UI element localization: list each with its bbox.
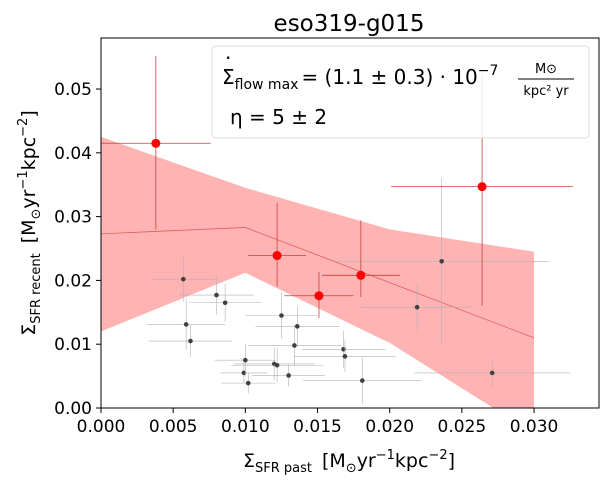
x-tick-label-3: 0.015	[293, 417, 342, 437]
regions-point-15	[342, 354, 348, 359]
y-tick-label-2: 0.02	[54, 271, 92, 291]
regions-point-12	[292, 343, 297, 348]
bins-point-3	[356, 270, 366, 280]
regions-series	[147, 177, 571, 404]
legend-flow-equation: Σflow max = (1.1 ± 0.3) · 10−7	[222, 63, 498, 93]
x-tick-label-5: 0.025	[438, 417, 487, 437]
regions-point-10	[279, 313, 284, 318]
model-line	[101, 227, 535, 339]
regions-point-11	[286, 373, 291, 378]
regions-point-3	[214, 292, 219, 298]
x-axis-title: ΣSFR past [M⊙yr−1kpc−2]	[243, 448, 455, 476]
legend-unit-numerator: M⊙	[535, 62, 557, 77]
y-tick-label-4: 0.04	[54, 144, 92, 164]
bins-point-2	[314, 291, 324, 301]
bins-point-0	[151, 138, 161, 148]
regions-point-19	[489, 370, 495, 376]
regions-point-18	[439, 258, 444, 264]
regions-point-13	[295, 324, 300, 329]
uncertainty-band	[101, 136, 535, 408]
y-tick-label-1: 0.01	[54, 335, 92, 355]
y-tick-label-5: 0.05	[54, 80, 92, 100]
regions-point-2	[188, 338, 193, 344]
legend-box: Σflow max = (1.1 ± 0.3) · 10−7 · M⊙ kpc² …	[211, 45, 590, 139]
legend-unit-denominator: kpc² yr	[523, 84, 569, 99]
regions-point-4	[222, 300, 228, 306]
bins-point-1	[272, 251, 282, 261]
regions-point-17	[414, 304, 420, 310]
bins-point-4	[477, 182, 487, 192]
x-tick-label-4: 0.020	[365, 417, 414, 437]
y-tick-label-3: 0.03	[54, 208, 92, 228]
regions-point-16	[359, 378, 365, 383]
chart-title: eso319-g015	[274, 11, 425, 37]
regions-point-1	[183, 322, 189, 327]
dot-accent: ·	[225, 46, 231, 70]
y-axis: 0.00 0.01 0.02 0.03 0.04 0.05	[54, 80, 101, 419]
x-tick-label-2: 0.010	[221, 417, 270, 437]
x-tick-label-0: 0.000	[77, 417, 126, 437]
regions-point-7	[245, 380, 251, 386]
legend-eta: η = 5 ± 2	[230, 105, 327, 129]
y-tick-label-0: 0.00	[54, 399, 92, 419]
x-tick-label-6: 0.030	[510, 417, 559, 437]
plot-frame	[100, 37, 600, 409]
regions-point-9	[274, 362, 280, 368]
regions-point-6	[243, 357, 248, 363]
y-axis-title: ΣSFR recent[M⊙yr−1kpc−2]	[16, 110, 44, 336]
x-axis: 0.000 0.005 0.010 0.015 0.020 0.025 0.030	[77, 408, 559, 437]
regions-point-0	[180, 276, 186, 282]
x-tick-label-1: 0.005	[149, 417, 198, 437]
